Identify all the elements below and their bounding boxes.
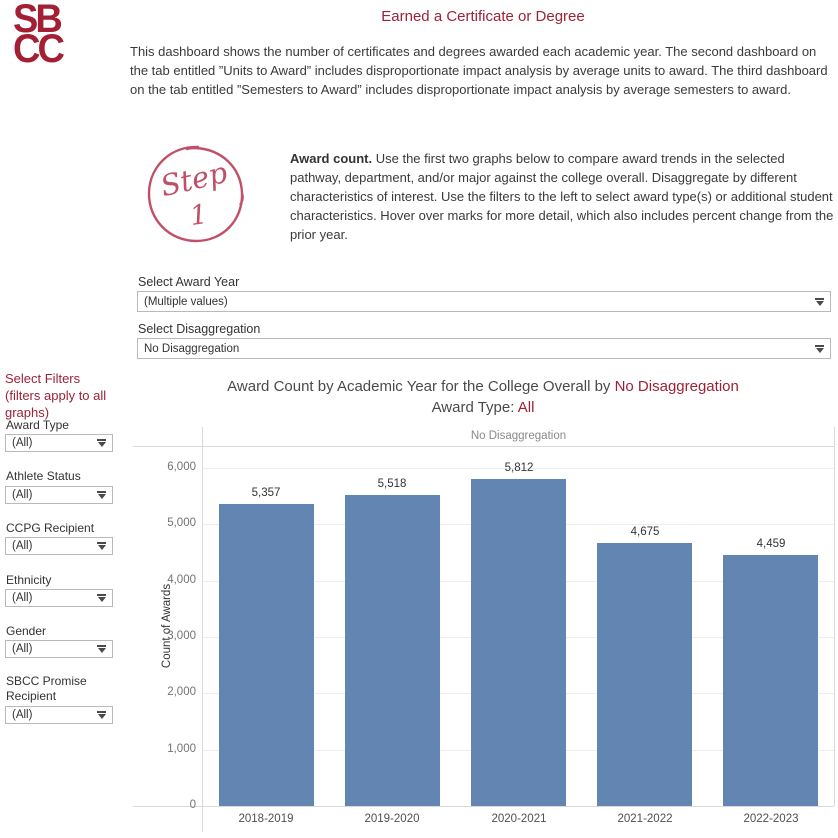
bar-value-label: 5,518	[377, 478, 407, 490]
panel-column-header: No Disaggregation	[470, 430, 567, 442]
filter-label-gender: Gender	[6, 624, 47, 638]
filter-label-athlete-status: Athlete Status	[6, 469, 81, 483]
filter-label-sbcc-promise-recipient: SBCC Promise Recipient	[6, 674, 87, 703]
chevron-down-icon	[97, 439, 106, 447]
filter-dropdown-sbcc-promise-recipient[interactable]: (All)	[5, 706, 113, 724]
filter-value-ethnicity: (All)	[12, 592, 33, 604]
chevron-down-icon	[97, 491, 106, 499]
bar-2019-2020[interactable]	[345, 495, 440, 806]
filter-value-sbcc-promise-recipient: (All)	[12, 709, 33, 721]
filter-dropdown-athlete-status[interactable]: (All)	[5, 486, 113, 504]
x-axis-label-2018-2019[interactable]: 2018-2019	[238, 813, 294, 825]
chevron-down-icon	[815, 297, 824, 306]
hand-drawn-circle-icon	[147, 145, 244, 243]
bar-2018-2019[interactable]	[219, 504, 314, 806]
sbcc-logo: SB CC	[13, 0, 65, 72]
disaggregation-dropdown[interactable]: No Disaggregation	[137, 338, 831, 359]
x-axis-line	[133, 806, 834, 807]
bar-value-label: 4,675	[630, 526, 660, 538]
chart-title-highlight: No Disaggregation	[614, 378, 739, 395]
gridline	[203, 468, 834, 469]
step-instructions-lead: Award count.	[290, 151, 373, 166]
filter-value-athlete-status: (All)	[12, 489, 33, 501]
filter-dropdown-gender[interactable]: (All)	[5, 640, 113, 658]
step-word: Step	[157, 155, 230, 203]
disaggregation-value: No Disaggregation	[144, 342, 240, 355]
chevron-down-icon	[97, 711, 106, 719]
panel-header-border	[133, 446, 834, 447]
chart-subtitle-prefix: Award Type:	[431, 399, 518, 416]
chevron-down-icon	[97, 594, 106, 602]
dashboard-description: This dashboard shows the number of certi…	[130, 44, 828, 97]
y-axis-title: Count of Awards	[161, 583, 173, 669]
bar-2022-2023[interactable]	[723, 555, 818, 806]
step-number: 1	[188, 199, 209, 232]
filter-dropdown-ccpg-recipient[interactable]: (All)	[5, 537, 113, 555]
award-year-dropdown[interactable]: (Multiple values)	[137, 291, 831, 312]
sbcc-logo-line2: CC	[13, 27, 65, 72]
filter-value-ccpg-recipient: (All)	[12, 540, 33, 552]
y-tick-label: 5,000	[167, 517, 196, 529]
x-axis-label-2022-2023[interactable]: 2022-2023	[743, 813, 799, 825]
y-tick-label: 3,000	[167, 630, 196, 642]
sbcc-logo-line1: SB	[13, 0, 63, 42]
plot-right-border	[834, 427, 835, 806]
chart-subtitle: Award Type: All	[130, 399, 836, 416]
step-instructions: Award count. Use the first two graphs be…	[290, 149, 836, 245]
filter-value-award-type: (All)	[12, 437, 33, 449]
bar-value-label: 5,812	[504, 462, 534, 474]
bar-value-label: 4,459	[756, 538, 786, 550]
filter-label-award-type: Award Type	[6, 418, 69, 432]
filter-label-ccpg-recipient: CCPG Recipient	[6, 521, 95, 535]
chart-title: Award Count by Academic Year for the Col…	[130, 378, 836, 395]
select-filters-heading: Select Filters (filters apply to all gra…	[5, 371, 107, 420]
bar-value-label: 5,357	[251, 487, 281, 499]
y-tick-label: 2,000	[167, 686, 196, 698]
filter-dropdown-award-type[interactable]: (All)	[5, 434, 113, 452]
chevron-down-icon	[815, 344, 824, 353]
filter-dropdown-ethnicity[interactable]: (All)	[5, 589, 113, 607]
step-instructions-body: Use the first two graphs below to compar…	[290, 151, 834, 243]
filter-label-ethnicity: Ethnicity	[6, 573, 52, 587]
disaggregation-label: Select Disaggregation	[138, 322, 261, 336]
page-title: Earned a Certificate or Degree	[381, 8, 585, 25]
bar-2021-2022[interactable]	[597, 543, 692, 806]
x-axis-label-2020-2021[interactable]: 2020-2021	[491, 813, 547, 825]
x-axis-label-2021-2022[interactable]: 2021-2022	[617, 813, 673, 825]
y-axis-line	[202, 427, 203, 832]
y-tick-label: 4,000	[167, 574, 196, 586]
y-tick-label: 6,000	[167, 461, 196, 473]
y-tick-label: 0	[189, 799, 196, 811]
chart-title-prefix: Award Count by Academic Year for the Col…	[227, 378, 615, 395]
award-year-label: Select Award Year	[138, 275, 240, 289]
award-year-value: (Multiple values)	[144, 295, 228, 308]
chevron-down-icon	[97, 542, 106, 550]
y-tick-label: 1,000	[167, 743, 196, 755]
bar-2020-2021[interactable]	[471, 479, 566, 806]
chart-subtitle-value: All	[517, 399, 535, 416]
filter-value-gender: (All)	[12, 643, 33, 655]
step-1-badge: Step 1	[147, 145, 244, 243]
x-axis-label-2019-2020[interactable]: 2019-2020	[364, 813, 420, 825]
chevron-down-icon	[97, 645, 106, 653]
